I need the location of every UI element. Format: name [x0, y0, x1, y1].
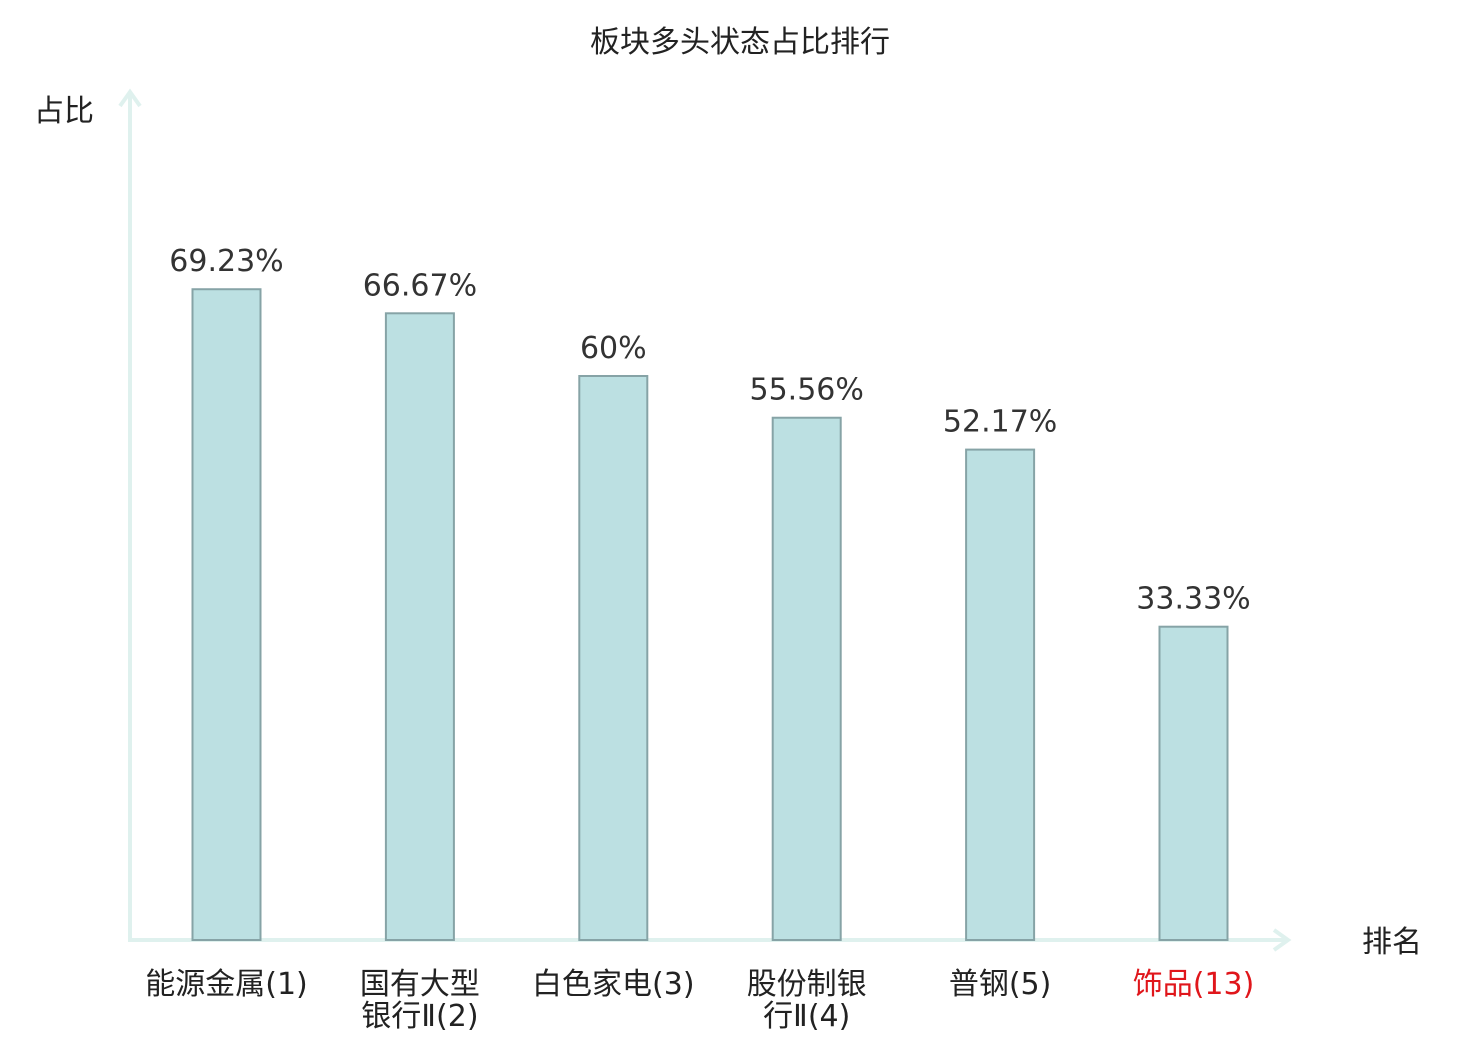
category-label: 股份制银 [747, 967, 867, 1002]
category-label: 行Ⅱ(4) [763, 999, 850, 1034]
category-label: 国有大型 [360, 967, 480, 1002]
value-label: 55.56% [750, 373, 864, 408]
bar [771, 416, 842, 941]
value-label: 66.67% [363, 268, 477, 303]
value-label: 60% [580, 331, 647, 366]
x-axis-label: 排名 [1362, 925, 1422, 960]
category-label: 饰品(13) [1133, 967, 1255, 1002]
category-label: 普钢(5) [949, 967, 1052, 1002]
category-label: 白色家电(3) [532, 967, 695, 1002]
y-axis: 占比 [34, 88, 142, 940]
value-label: 69.23% [169, 244, 283, 279]
y-axis-arrow [118, 88, 142, 108]
bar [384, 312, 455, 941]
bar [1158, 625, 1229, 941]
category-label: 银行Ⅱ(2) [361, 999, 478, 1034]
y-axis-label: 占比 [34, 94, 94, 129]
value-labels-group: 69.23% 66.67% 60% 55.56% 52.17% 33.33% [169, 244, 1250, 616]
x-axis: 排名 [128, 925, 1422, 960]
bar [191, 288, 262, 942]
bar [965, 448, 1036, 941]
bars-group [191, 288, 1229, 942]
category-label: 能源金属(1) [145, 967, 308, 1002]
value-label: 52.17% [943, 405, 1057, 440]
chart-title: 板块多头状态占比排行 [590, 25, 890, 60]
bar [578, 375, 649, 941]
x-axis-arrow [1272, 928, 1292, 952]
value-label: 33.33% [1136, 582, 1250, 617]
